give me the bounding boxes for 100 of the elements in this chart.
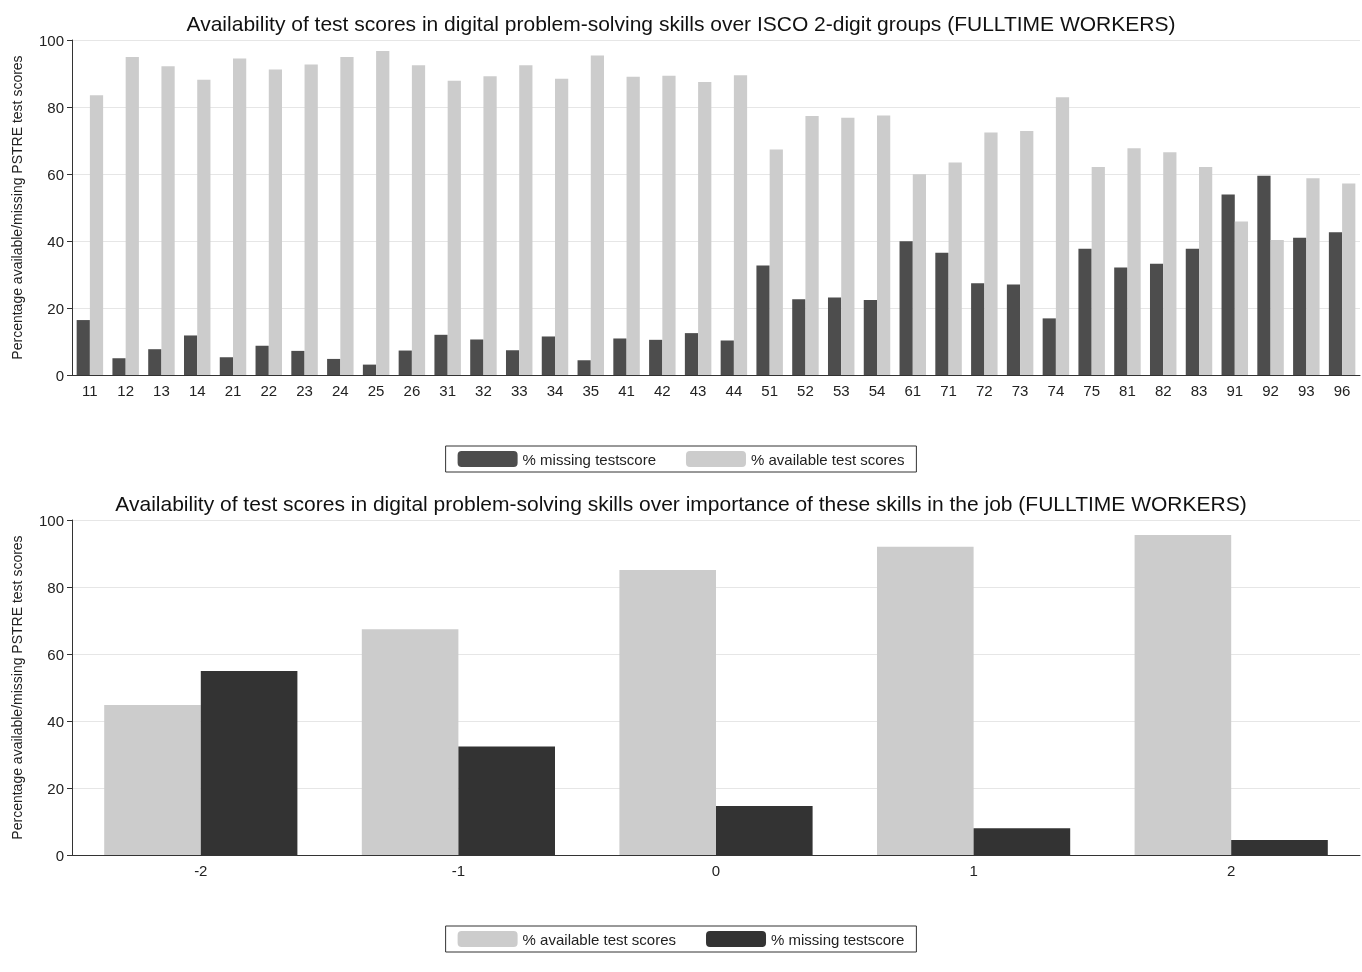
x-tick-label: 12 (117, 382, 135, 399)
x-tick-label: 91 (1226, 382, 1244, 399)
bar (698, 81, 712, 375)
bar (1042, 318, 1056, 375)
bar (291, 350, 305, 375)
bar (376, 51, 390, 375)
x-tick-label: 32 (475, 382, 492, 399)
bar (233, 58, 247, 375)
bar (183, 335, 198, 375)
bar (1114, 267, 1128, 375)
x-tick-label: 92 (1262, 382, 1279, 399)
bar (1006, 284, 1021, 375)
bar (948, 162, 962, 375)
y-tick-label: 20 (47, 779, 64, 797)
y-tick-label: 40 (47, 232, 64, 250)
legend-label: % missing testscore (522, 450, 656, 468)
bar (684, 333, 699, 375)
bar (1199, 166, 1213, 375)
legend-label: % available test scores (750, 450, 905, 468)
bar (76, 320, 90, 375)
bar (733, 75, 748, 375)
x-tick-label: 14 (188, 382, 206, 399)
bar (877, 546, 974, 855)
x-tick-label: 75 (1083, 382, 1101, 399)
chart-title: Availability of test scores in digital problem-solving skills over ISCO 2-digit groups (FULLTIME WORKERS) (186, 12, 1176, 35)
bar (1342, 183, 1356, 375)
bar (662, 75, 676, 375)
bar (1020, 131, 1034, 375)
x-tick-label: 34 (546, 382, 564, 399)
y-tick-label: 20 (47, 299, 64, 317)
x-tick-label: 41 (618, 382, 635, 399)
y-tick-label: 100 (38, 31, 64, 49)
bar (411, 65, 426, 375)
bar (827, 297, 842, 375)
bar (219, 357, 233, 375)
x-tick-label: 82 (1154, 382, 1172, 399)
bar (447, 80, 461, 375)
bar (935, 252, 949, 375)
x-tick-label: 73 (1011, 382, 1029, 399)
x-tick-label: -2 (194, 862, 208, 879)
bar (912, 174, 927, 375)
y-tick-label: 100 (38, 511, 64, 529)
y-axis-title: Percentage available/missing PSTRE test scores (9, 55, 25, 360)
x-tick-label: 1 (969, 862, 978, 879)
bar (268, 69, 283, 375)
x-tick-label: 83 (1190, 382, 1208, 399)
bar (756, 265, 770, 375)
x-tick-label: 35 (582, 382, 600, 399)
bar (1163, 152, 1177, 375)
bar (255, 345, 269, 375)
bar (984, 132, 998, 375)
x-tick-label: 51 (761, 382, 779, 399)
bar (1221, 194, 1235, 375)
bar (505, 350, 520, 375)
x-tick-label: 53 (832, 382, 850, 399)
bar (863, 299, 877, 375)
bar (1078, 248, 1092, 375)
bar (161, 66, 175, 375)
bar (877, 115, 891, 375)
x-tick-label: 54 (868, 382, 886, 399)
bar (613, 338, 627, 375)
bar (1127, 148, 1141, 375)
bar (1055, 97, 1070, 375)
y-tick-label: 0 (55, 366, 64, 384)
x-tick-label: 2 (1227, 862, 1236, 879)
x-tick-label: 21 (224, 382, 242, 399)
x-tick-label: 93 (1297, 382, 1315, 399)
y-tick-label: 0 (55, 846, 64, 864)
x-tick-label: 71 (940, 382, 957, 399)
x-tick-label: 24 (331, 382, 349, 399)
y-tick-label: 40 (47, 712, 64, 730)
bar (841, 117, 855, 375)
bar (971, 283, 985, 375)
x-tick-label: 11 (82, 382, 98, 399)
bar (104, 704, 201, 855)
legend-label: % missing testscore (771, 930, 905, 948)
x-tick-label: 23 (296, 382, 313, 399)
bar (470, 339, 484, 375)
bar (555, 78, 569, 375)
x-tick-label: 43 (689, 382, 707, 399)
x-tick-label: 33 (510, 382, 528, 399)
x-tick-label: 81 (1119, 382, 1136, 399)
bar (1306, 178, 1320, 375)
legend-label: % available test scores (522, 930, 677, 948)
bar (541, 336, 555, 375)
x-tick-label: 42 (653, 382, 671, 399)
x-tick-label: 26 (403, 382, 421, 399)
bar (340, 57, 354, 375)
bar (197, 79, 211, 375)
bar (720, 340, 734, 375)
bar (577, 360, 591, 375)
x-tick-label: 96 (1333, 382, 1351, 399)
chart-title: Availability of test scores in digital problem-solving skills over importance of these skills in the job (FULLTIME WORKERS) (115, 492, 1247, 515)
x-tick-label: 52 (797, 382, 814, 399)
bar (769, 149, 783, 375)
bar (362, 364, 377, 375)
bar (805, 116, 819, 375)
y-tick-label: 80 (47, 98, 64, 116)
y-tick-label: 60 (47, 645, 64, 663)
bar (1270, 240, 1284, 375)
